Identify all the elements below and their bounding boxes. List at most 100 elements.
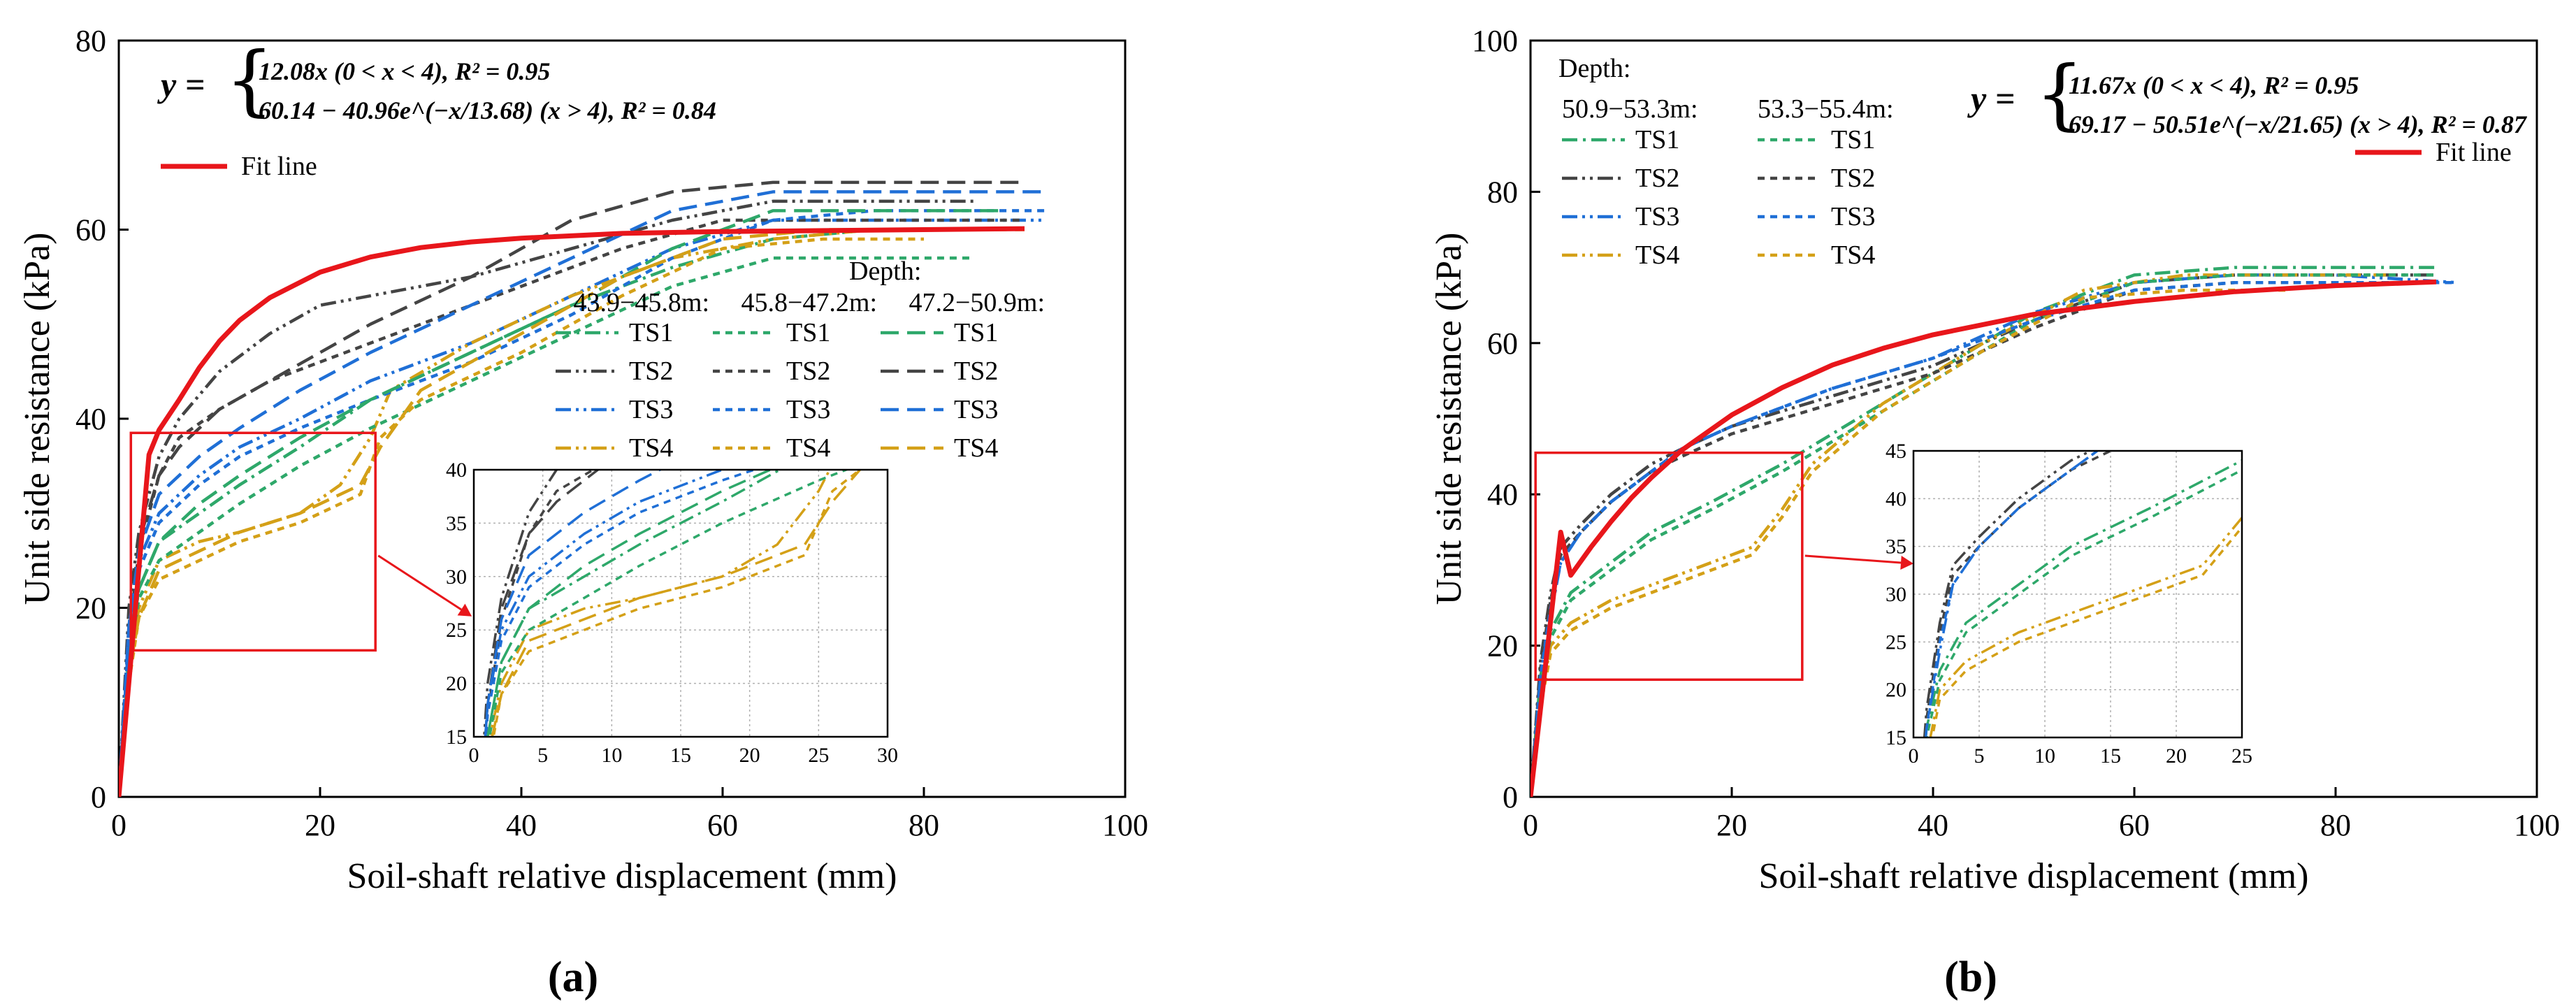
inset-series-line-ts2 xyxy=(1923,451,2114,737)
legend-group-label: 47.2−50.9m: xyxy=(909,288,1045,317)
inset-x-tick-label: 15 xyxy=(2100,744,2121,768)
equation-brace: { xyxy=(225,35,274,124)
inset-y-tick-label: 40 xyxy=(446,459,467,482)
legend-label-ts4: TS4 xyxy=(1635,240,1679,270)
inset-y-tick-label: 20 xyxy=(1886,679,1906,702)
inset-x-tick-label: 0 xyxy=(1909,744,1919,768)
y-tick-label: 60 xyxy=(75,213,106,247)
y-tick-label: 80 xyxy=(1487,175,1518,209)
inset-x-tick-label: 25 xyxy=(808,744,829,767)
inset-series-line-ts2 xyxy=(483,470,558,737)
fit-legend-label: Fit line xyxy=(241,152,317,181)
legend-title: Depth: xyxy=(849,257,921,286)
fit-legend-label: Fit line xyxy=(2436,138,2512,167)
legend-label-ts4: TS4 xyxy=(954,433,998,463)
x-tick-label: 80 xyxy=(909,808,939,842)
equation-line-2: 60.14 − 40.96e^(−x/13.68) (x > 4), R² = … xyxy=(259,96,716,124)
x-tick-label: 0 xyxy=(111,808,126,842)
series-line-ts1-group1 xyxy=(1531,273,2436,797)
inset-chart: 0 5 10 15 20 25 15 20 25 30 35 40 45 xyxy=(1886,440,2252,768)
inset-series-line-ts3 xyxy=(484,470,725,737)
legend-label-ts1: TS1 xyxy=(1831,125,1875,154)
inset-x-tick-label: 5 xyxy=(537,744,548,767)
legend-label-ts2: TS2 xyxy=(954,357,998,386)
y-axis-title: Unit side resistance (kPa) xyxy=(1429,233,1469,605)
series-line-ts3-group0 xyxy=(119,218,1045,797)
zoom-box xyxy=(129,431,377,652)
fit-line xyxy=(119,226,1025,797)
inset-y-tick-label: 25 xyxy=(446,619,467,642)
zoom-arrow xyxy=(377,554,462,611)
plot-frame xyxy=(1529,39,2538,798)
panel-label: (a) xyxy=(548,953,598,1001)
x-tick-label: 60 xyxy=(707,808,738,842)
inset-y-tick-label: 15 xyxy=(1886,726,1906,749)
x-tick-label: 40 xyxy=(506,808,537,842)
inset-x-tick-label: 20 xyxy=(2166,744,2187,768)
panel-label: (b) xyxy=(1944,953,1997,1001)
y-tick-label: 40 xyxy=(75,402,106,436)
zoom-box xyxy=(1534,451,1804,682)
y-tick-label: 20 xyxy=(1487,629,1518,663)
y-tick-label: 100 xyxy=(1472,24,1518,58)
y-axis-title: Unit side resistance (kPa) xyxy=(17,233,57,605)
inset-frame xyxy=(1912,449,2243,739)
inset-x-tick-label: 5 xyxy=(1974,744,1985,768)
series-line-ts3-group1 xyxy=(1531,280,2456,797)
x-tick-label: 40 xyxy=(1918,808,1948,842)
series-line-ts1-group1 xyxy=(119,256,974,797)
series-group xyxy=(1531,266,2456,797)
y-tick-label: 80 xyxy=(75,24,106,58)
x-tick-label: 80 xyxy=(2320,808,2351,842)
inset-series-line-ts3 xyxy=(484,470,758,737)
series-line-ts1-group2 xyxy=(119,209,1005,797)
inset-x-tick-label: 15 xyxy=(670,744,691,767)
legend-label-ts1: TS1 xyxy=(954,318,998,347)
legend-label-ts3: TS3 xyxy=(954,395,998,424)
legend-label-ts2: TS2 xyxy=(629,357,673,386)
inset-y-tick-label: 20 xyxy=(446,672,467,696)
inset-series-line-ts1 xyxy=(1925,468,2242,737)
inset-y-tick-label: 40 xyxy=(1886,487,1906,510)
legend-label-ts4: TS4 xyxy=(786,433,830,463)
y-tick-label: 0 xyxy=(91,780,106,814)
fit-line xyxy=(1531,279,2437,797)
inset-series-line-ts2 xyxy=(1923,451,2094,737)
legend-label-ts3: TS3 xyxy=(1831,202,1875,231)
x-tick-label: 20 xyxy=(1716,808,1747,842)
legend-label-ts4: TS4 xyxy=(629,433,673,463)
inset-y-tick-label: 35 xyxy=(1886,535,1906,559)
inset-y-tick-label: 30 xyxy=(446,566,467,589)
y-tick-label: 60 xyxy=(1487,326,1518,361)
x-tick-label: 0 xyxy=(1523,808,1538,842)
legend-label-ts3: TS3 xyxy=(1635,202,1679,231)
inset-chart: 0 5 10 15 20 25 30 15 20 25 30 35 40 xyxy=(446,459,898,767)
equation-line-1: 12.08x (0 < x < 4), R² = 0.95 xyxy=(259,57,550,85)
x-tick-label: 100 xyxy=(2514,808,2560,842)
zoom-arrow xyxy=(1804,554,1902,564)
x-axis-title: Soil-shaft relative displacement (mm) xyxy=(1759,856,2309,896)
legend-label-ts3: TS3 xyxy=(629,395,673,424)
legend-title: Depth: xyxy=(1558,54,1630,83)
legend-label-ts1: TS1 xyxy=(1635,125,1679,154)
inset-x-tick-label: 20 xyxy=(739,744,760,767)
inset-y-tick-label: 35 xyxy=(446,512,467,535)
x-tick-label: 100 xyxy=(1102,808,1148,842)
legend-group-label: 53.3−55.4m: xyxy=(1758,94,1894,124)
legend-label-ts4: TS4 xyxy=(1831,240,1875,270)
equation-lhs: y = xyxy=(157,65,205,104)
inset-frame xyxy=(472,468,889,738)
equation-brace: { xyxy=(2035,49,2084,138)
legend-group-label: 43.9−45.8m: xyxy=(573,288,709,317)
inset-x-tick-label: 10 xyxy=(2034,744,2055,768)
legend-label-ts3: TS3 xyxy=(786,395,830,424)
legend-group-label: 50.9−53.3m: xyxy=(1562,94,1698,124)
inset-series-group xyxy=(483,470,862,737)
inset-series-line-ts2 xyxy=(484,470,596,737)
series-line-ts4-group0 xyxy=(1531,273,2386,797)
series-line-ts1-group0 xyxy=(1531,266,2436,797)
series-group xyxy=(119,180,1045,797)
y-tick-label: 40 xyxy=(1487,477,1518,512)
